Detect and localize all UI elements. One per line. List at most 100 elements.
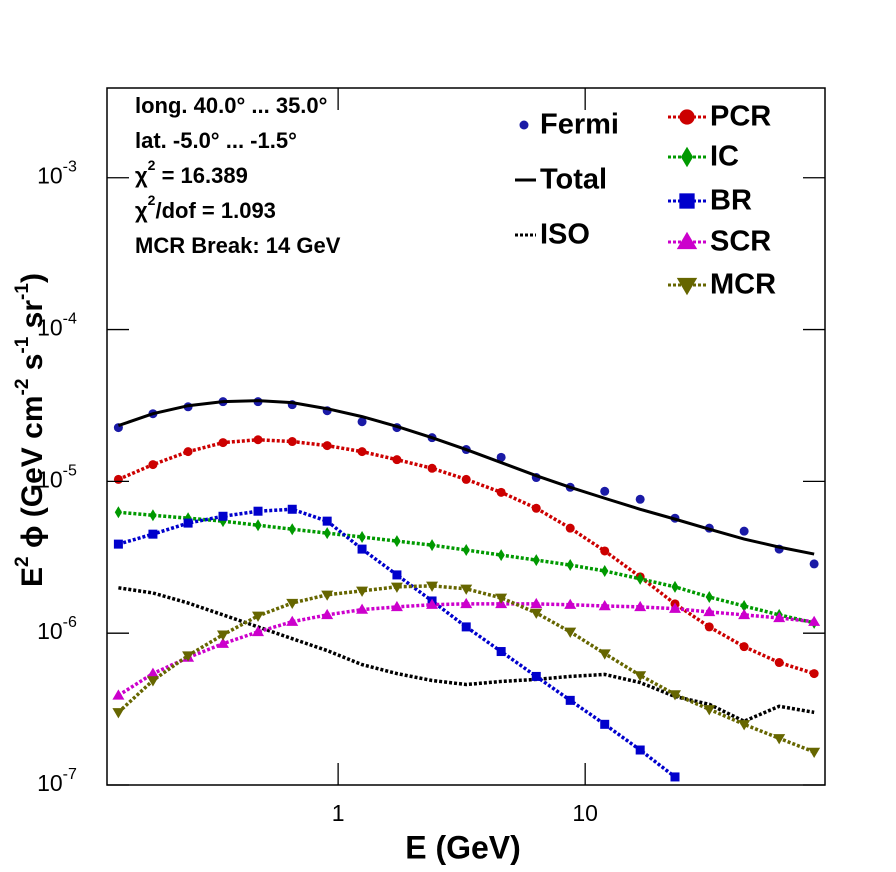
data-point [704, 622, 714, 632]
data-point [531, 503, 541, 513]
superscript: -1 [12, 283, 33, 300]
plot-frame [106, 87, 826, 786]
data-point [460, 597, 473, 609]
y-tick-label: 10-6 [37, 614, 77, 644]
data-point [668, 690, 681, 701]
superscript: 2 [148, 192, 156, 208]
data-point [357, 417, 367, 427]
data-point [392, 455, 402, 465]
data-point [774, 658, 784, 668]
data-point [114, 506, 122, 519]
data-point [809, 559, 819, 569]
data-point [426, 598, 439, 609]
text-part: ) [16, 273, 49, 283]
data-point [773, 734, 786, 745]
legend-label: Fermi [540, 109, 619, 141]
data-point [600, 546, 610, 556]
legend-label: IC [710, 141, 739, 173]
text-part: = 16.389 [155, 163, 247, 188]
legend-marker [679, 193, 695, 209]
text-part: /dof = 1.093 [155, 198, 275, 223]
data-point [146, 676, 159, 687]
data-point [218, 438, 228, 448]
annotation: long. 40.0° ... 35.0° [135, 93, 327, 118]
data-point [322, 441, 332, 451]
data-point [357, 447, 367, 457]
data-point [565, 695, 575, 705]
data-point [738, 720, 751, 731]
data-point [427, 463, 437, 473]
text-part: lat. -5.0° ... -1.5° [135, 128, 297, 153]
superscript: 2 [148, 157, 156, 173]
data-point [531, 671, 541, 681]
data-point [634, 600, 647, 612]
y-axis-label: E2 ϕ (GeV cm-2 s-1 sr-1) [12, 273, 49, 587]
series-line [117, 602, 815, 697]
data-point [773, 611, 786, 623]
data-point [183, 447, 193, 457]
legend-marker [676, 231, 698, 250]
data-point [393, 535, 401, 548]
data-point [671, 580, 679, 593]
annotation: χ2/dof = 1.093 [135, 192, 276, 223]
data-point [598, 600, 611, 611]
data-point [113, 539, 123, 549]
legend-marker [679, 109, 695, 125]
data-point [598, 649, 611, 660]
annotation: χ2 = 16.389 [135, 157, 248, 188]
series-line [117, 437, 815, 676]
data-point [703, 605, 716, 617]
text-part: χ [135, 163, 148, 188]
data-point [113, 474, 123, 484]
data-point [322, 516, 332, 526]
data-point [703, 705, 716, 716]
legend-label: SCR [710, 226, 771, 258]
y-tick-label: 10-7 [37, 766, 77, 796]
y-tick-label: 10-4 [37, 311, 77, 341]
data-point [738, 608, 751, 620]
data-point [564, 627, 577, 638]
data-point [254, 519, 262, 532]
data-point [705, 591, 713, 604]
data-point [809, 669, 819, 679]
data-point [461, 622, 471, 632]
data-point [148, 460, 158, 470]
data-point [739, 526, 749, 536]
data-point [146, 667, 159, 678]
legend-label: MCR [710, 269, 776, 301]
data-point [287, 437, 297, 447]
data-point [288, 523, 296, 536]
data-point [358, 531, 366, 544]
legend-marker [519, 120, 529, 130]
data-point [497, 549, 505, 562]
legend-label: PCR [710, 101, 771, 133]
data-point [808, 747, 821, 758]
legend-label: Total [540, 164, 607, 196]
data-point [461, 474, 471, 484]
data-point [112, 689, 125, 700]
data-point [635, 745, 645, 755]
data-point [148, 529, 158, 539]
data-point [356, 603, 369, 614]
data-point [183, 518, 193, 528]
data-point [740, 600, 748, 613]
data-point [634, 671, 647, 682]
text-part: sr [16, 300, 49, 337]
y-tick-label: 10-3 [37, 159, 77, 189]
x-tick-label: 10 [572, 800, 598, 826]
data-point [496, 487, 506, 497]
data-point [287, 504, 297, 514]
data-point [636, 572, 644, 585]
text-part: E [16, 567, 49, 587]
data-point [321, 608, 334, 620]
data-point [739, 642, 749, 652]
data-point [392, 570, 402, 580]
data-point [286, 598, 299, 610]
data-point [635, 494, 645, 504]
data-point [670, 772, 680, 782]
superscript: -2 [12, 379, 33, 396]
series-line [117, 399, 815, 556]
data-point [356, 586, 369, 597]
data-point [149, 509, 157, 522]
data-point [462, 544, 470, 557]
